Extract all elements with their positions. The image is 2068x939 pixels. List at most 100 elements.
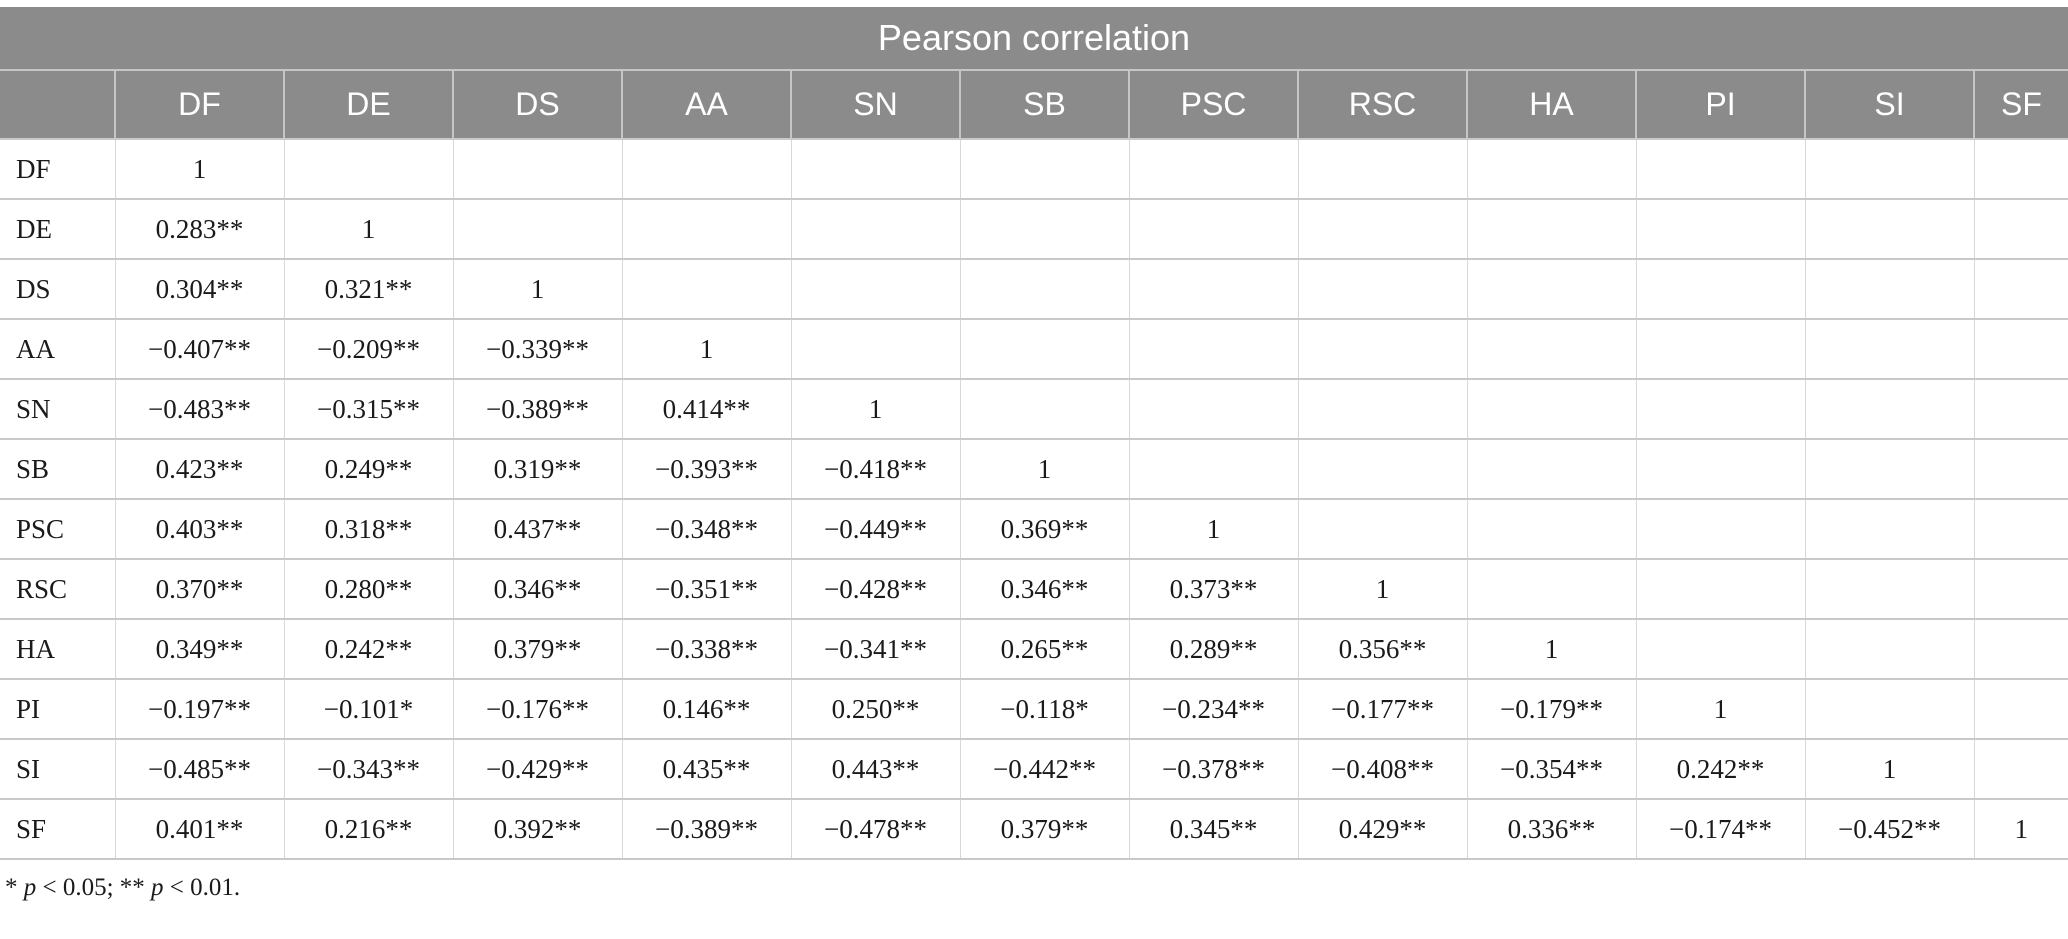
cell-DS-RSC: [1297, 258, 1467, 319]
cell-HA-AA: −0.338**: [621, 618, 791, 679]
cell-DE-SB: [959, 198, 1129, 259]
cell-DE-HA: [1466, 198, 1636, 259]
cell-SI-HA: −0.354**: [1466, 738, 1636, 799]
cell-HA-SN: −0.341**: [790, 618, 960, 679]
cell-DS-AA: [621, 258, 791, 319]
row-label-DS: DS: [0, 258, 115, 319]
cell-HA-DE: 0.242**: [283, 618, 453, 679]
cell-RSC-SI: [1804, 558, 1974, 619]
cell-SB-DF: 0.423**: [114, 438, 284, 499]
cell-SB-DS: 0.319**: [452, 438, 622, 499]
cell-DF-DS: [452, 139, 622, 199]
cell-PI-RSC: −0.177**: [1297, 678, 1467, 739]
cell-PSC-AA: −0.348**: [621, 498, 791, 559]
table-row-PI: PI −0.197** −0.101* −0.176** 0.146** 0.250** −…: [0, 678, 2068, 739]
table-row-DS: DS 0.304** 0.321** 1: [0, 258, 2068, 319]
footnote-text: *: [5, 874, 24, 901]
cell-SF-RSC: 0.429**: [1297, 798, 1467, 860]
cell-DE-RSC: [1297, 198, 1467, 259]
cell-AA-DS: −0.339**: [452, 318, 622, 379]
cell-SN-SB: [959, 378, 1129, 439]
table-row-SN: SN −0.483** −0.315** −0.389** 0.414** 1: [0, 378, 2068, 439]
column-header-DE: DE: [283, 71, 453, 140]
cell-PSC-PSC: 1: [1128, 498, 1298, 559]
cell-RSC-DE: 0.280**: [283, 558, 453, 619]
pearson-correlation-table: Pearson correlation DF DE DS AA SN SB PSC RSC HA…: [0, 7, 2068, 902]
cell-PI-HA: −0.179**: [1466, 678, 1636, 739]
cell-AA-AA: 1: [621, 318, 791, 379]
cell-SF-SI: −0.452**: [1804, 798, 1974, 860]
column-header-SF: SF: [1973, 71, 2068, 140]
table-row-AA: AA −0.407** −0.209** −0.339** 1: [0, 318, 2068, 379]
cell-SB-HA: [1466, 438, 1636, 499]
cell-SN-DF: −0.483**: [114, 378, 284, 439]
cell-DF-SB: [959, 139, 1129, 199]
cell-SI-AA: 0.435**: [621, 738, 791, 799]
cell-PSC-SB: 0.369**: [959, 498, 1129, 559]
column-header-DF: DF: [114, 71, 284, 140]
cell-DS-HA: [1466, 258, 1636, 319]
cell-PI-DF: −0.197**: [114, 678, 284, 739]
cell-SF-HA: 0.336**: [1466, 798, 1636, 860]
correlation-matrix: DF DE DS AA SN SB PSC RSC HA PI SI SF DF 1 DE 0.283** 1…: [0, 71, 2068, 860]
cell-DS-PI: [1635, 258, 1805, 319]
cell-SI-SB: −0.442**: [959, 738, 1129, 799]
table-footnote: * p < 0.05; ** p < 0.01.: [0, 874, 2068, 902]
row-label-SI: SI: [0, 738, 115, 799]
cell-PI-SB: −0.118*: [959, 678, 1129, 739]
cell-DS-DE: 0.321**: [283, 258, 453, 319]
column-header-DS: DS: [452, 71, 622, 140]
cell-SB-RSC: [1297, 438, 1467, 499]
cell-SF-SN: −0.478**: [790, 798, 960, 860]
row-label-SB: SB: [0, 438, 115, 499]
corner-cell: [0, 71, 115, 140]
column-header-PI: PI: [1635, 71, 1805, 140]
cell-SN-DE: −0.315**: [283, 378, 453, 439]
cell-AA-HA: [1466, 318, 1636, 379]
footnote-p-italic: p: [23, 874, 37, 901]
cell-SI-DS: −0.429**: [452, 738, 622, 799]
cell-RSC-SB: 0.346**: [959, 558, 1129, 619]
cell-RSC-PI: [1635, 558, 1805, 619]
cell-SI-DE: −0.343**: [283, 738, 453, 799]
row-label-HA: HA: [0, 618, 115, 679]
table-title: Pearson correlation: [0, 7, 2068, 71]
footnote-p-italic: p: [151, 874, 164, 901]
cell-SN-HA: [1466, 378, 1636, 439]
cell-DS-PSC: [1128, 258, 1298, 319]
cell-SB-SN: −0.418**: [790, 438, 960, 499]
cell-SI-RSC: −0.408**: [1297, 738, 1467, 799]
cell-AA-SF: [1973, 318, 2068, 379]
cell-DF-SI: [1804, 139, 1974, 199]
cell-PSC-SF: [1973, 498, 2068, 559]
cell-PSC-HA: [1466, 498, 1636, 559]
column-header-PSC: PSC: [1128, 71, 1298, 140]
cell-DE-SI: [1804, 198, 1974, 259]
cell-DE-DE: 1: [283, 198, 453, 259]
cell-HA-HA: 1: [1466, 618, 1636, 679]
cell-RSC-SF: [1973, 558, 2068, 619]
cell-DF-AA: [621, 139, 791, 199]
cell-SN-RSC: [1297, 378, 1467, 439]
cell-HA-PI: [1635, 618, 1805, 679]
cell-RSC-RSC: 1: [1297, 558, 1467, 619]
cell-DF-DE: [283, 139, 453, 199]
cell-HA-DS: 0.379**: [452, 618, 622, 679]
cell-AA-SN: [790, 318, 960, 379]
cell-SI-PI: 0.242**: [1635, 738, 1805, 799]
cell-HA-SF: [1973, 618, 2068, 679]
cell-AA-PSC: [1128, 318, 1298, 379]
cell-SF-SF: 1: [1973, 798, 2068, 860]
cell-SN-PSC: [1128, 378, 1298, 439]
cell-PSC-DE: 0.318**: [283, 498, 453, 559]
cell-SF-DE: 0.216**: [283, 798, 453, 860]
table-row-SF: SF 0.401** 0.216** 0.392** −0.389** −0.478** 0…: [0, 798, 2068, 860]
cell-HA-PSC: 0.289**: [1128, 618, 1298, 679]
cell-DE-PI: [1635, 198, 1805, 259]
column-header-SI: SI: [1804, 71, 1974, 140]
cell-DF-SF: [1973, 139, 2068, 199]
column-header-HA: HA: [1466, 71, 1636, 140]
row-label-PI: PI: [0, 678, 115, 739]
cell-DS-DF: 0.304**: [114, 258, 284, 319]
cell-DF-HA: [1466, 139, 1636, 199]
